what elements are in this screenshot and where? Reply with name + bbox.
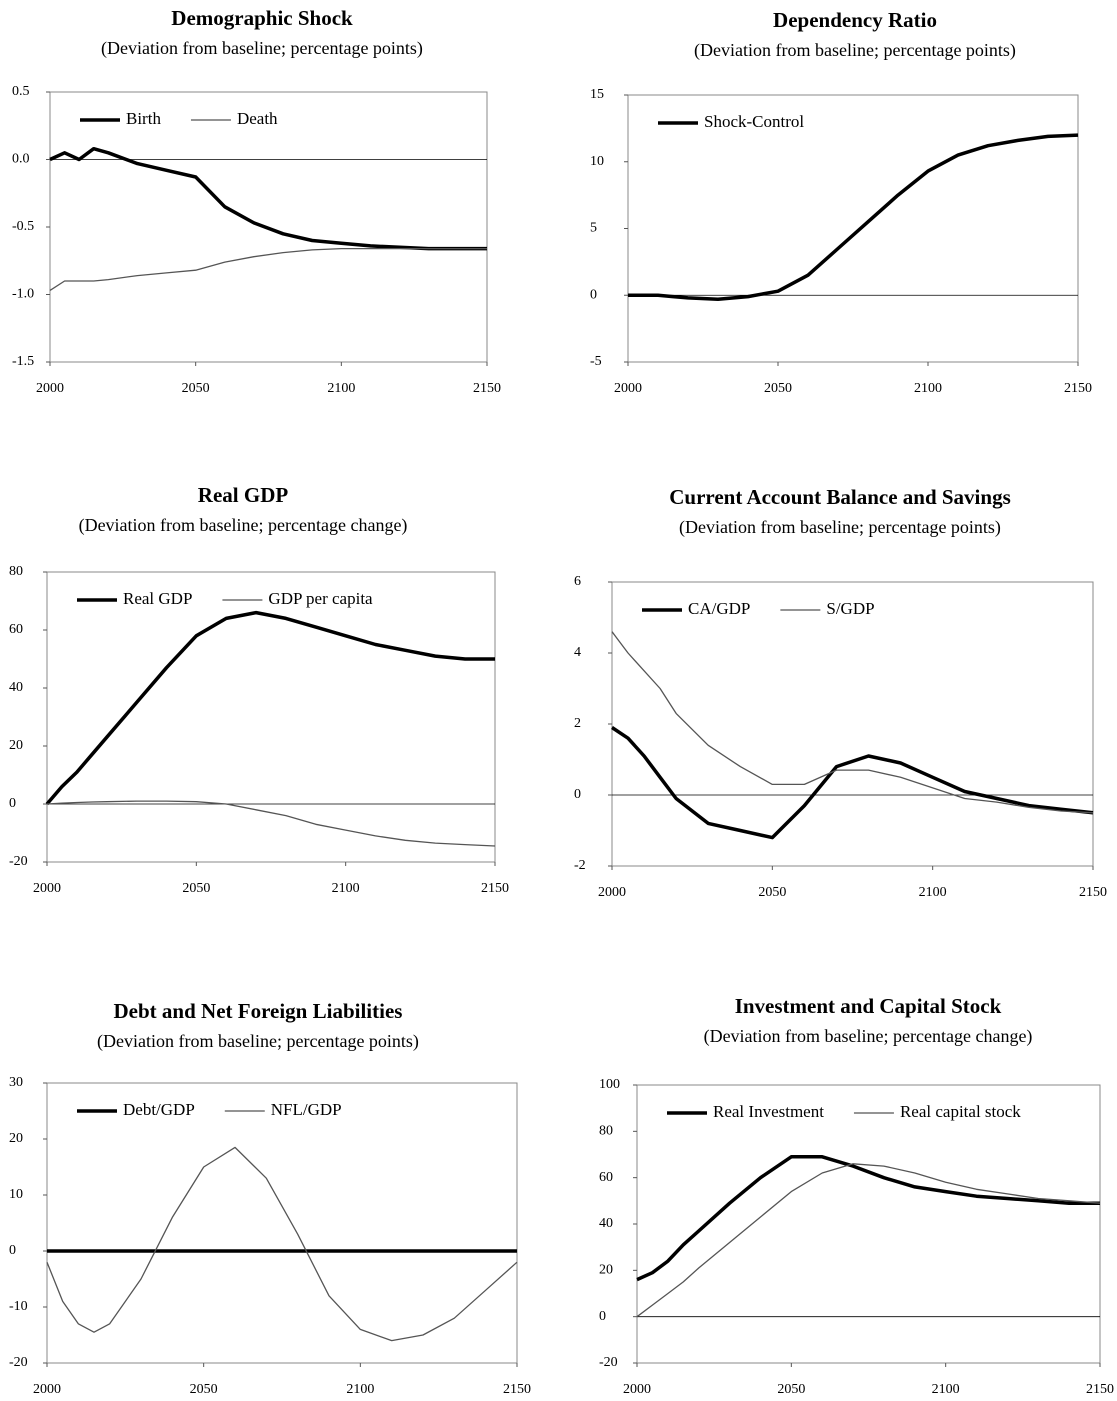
x-tick-label: 2050 <box>777 1382 805 1397</box>
x-tick-label: 2100 <box>932 1382 960 1397</box>
plot-frame <box>46 571 496 863</box>
data-line <box>46 800 496 847</box>
legend-label: CA/GDP <box>688 599 750 618</box>
chart-title: Investment and Capital Stock <box>735 994 1002 1018</box>
y-tick-label: 20 <box>9 738 23 753</box>
y-tick-label: 0 <box>9 796 16 811</box>
plot-frame <box>627 94 1079 363</box>
y-tick-label: 6 <box>574 574 581 589</box>
x-tick-label: 2150 <box>473 381 501 396</box>
y-tick-label: 0.0 <box>12 152 30 167</box>
chart-subtitle: (Deviation from baseline; percentage poi… <box>101 38 423 59</box>
y-tick-label: -20 <box>599 1355 618 1370</box>
x-tick-label: 2150 <box>503 1382 531 1397</box>
y-tick-label: 30 <box>9 1075 23 1090</box>
y-tick-label: 100 <box>599 1077 620 1092</box>
y-tick-label: -0.5 <box>12 219 34 234</box>
x-tick-label: 2050 <box>758 885 786 900</box>
chart-title: Current Account Balance and Savings <box>669 485 1011 509</box>
data-line <box>45 610 495 806</box>
x-tick-label: 2050 <box>182 881 210 896</box>
x-tick-label: 2000 <box>36 381 64 396</box>
y-tick-label: 2 <box>574 716 581 731</box>
x-tick-label: 2050 <box>764 381 792 396</box>
plot-frame <box>46 1082 518 1364</box>
y-tick-label: -20 <box>9 1355 28 1370</box>
legend-label: Birth <box>126 109 161 128</box>
x-tick-label: 2100 <box>919 885 947 900</box>
y-tick-label: -20 <box>9 854 28 869</box>
legend-label: Real GDP <box>123 589 192 608</box>
y-tick-label: -1.5 <box>12 354 34 369</box>
legend-label: Real capital stock <box>900 1102 1021 1121</box>
y-tick-label: -1.0 <box>12 287 34 302</box>
data-line <box>611 631 1094 814</box>
x-tick-label: 2050 <box>182 381 210 396</box>
chart-subtitle: (Deviation from baseline; percentage poi… <box>694 40 1016 61</box>
y-tick-label: 60 <box>599 1170 613 1185</box>
chart-title: Demographic Shock <box>171 6 353 30</box>
legend-label: S/GDP <box>826 599 874 618</box>
x-tick-label: 2100 <box>327 381 355 396</box>
y-tick-label: 80 <box>9 564 23 579</box>
y-tick-label: 40 <box>599 1216 613 1231</box>
chart-subtitle: (Deviation from baseline; percentage poi… <box>97 1031 419 1052</box>
data-line <box>49 247 487 291</box>
chart-subtitle: (Deviation from baseline; percentage cha… <box>704 1026 1033 1047</box>
plot-frame <box>611 581 1094 867</box>
y-tick-label: 0 <box>599 1309 606 1324</box>
y-tick-label: 0 <box>574 787 581 802</box>
x-tick-label: 2150 <box>1079 885 1107 900</box>
x-tick-label: 2000 <box>33 1382 61 1397</box>
data-line <box>46 1146 518 1342</box>
y-tick-label: 4 <box>574 645 581 660</box>
y-tick-label: 80 <box>599 1124 613 1139</box>
legend-label: Death <box>237 109 278 128</box>
y-tick-label: 10 <box>9 1187 23 1202</box>
x-tick-label: 2100 <box>914 381 942 396</box>
y-tick-label: -10 <box>9 1299 28 1314</box>
chart-subtitle: (Deviation from baseline; percentage poi… <box>679 517 1001 538</box>
x-tick-label: 2150 <box>1086 1382 1114 1397</box>
chart-title: Real GDP <box>198 483 289 507</box>
x-tick-label: 2100 <box>332 881 360 896</box>
x-tick-label: 2000 <box>623 1382 651 1397</box>
x-tick-label: 2000 <box>33 881 61 896</box>
data-line <box>611 726 1094 840</box>
data-line <box>49 146 487 251</box>
legend-label: GDP per capita <box>268 589 373 608</box>
data-line <box>628 133 1079 302</box>
y-tick-label: 0 <box>9 1243 16 1258</box>
y-tick-label: 20 <box>599 1263 613 1278</box>
legend-label: Debt/GDP <box>123 1100 195 1119</box>
y-tick-label: 5 <box>590 221 597 236</box>
x-tick-label: 2150 <box>481 881 509 896</box>
data-line <box>636 1163 1101 1318</box>
chart-title: Debt and Net Foreign Liabilities <box>114 999 403 1023</box>
x-tick-label: 2050 <box>190 1382 218 1397</box>
y-tick-label: -2 <box>574 858 586 873</box>
y-tick-label: 15 <box>590 87 604 102</box>
data-line <box>636 1155 1100 1282</box>
x-tick-label: 2000 <box>614 381 642 396</box>
y-tick-label: 0.5 <box>12 84 30 99</box>
y-tick-label: 0 <box>590 287 597 302</box>
y-tick-label: 10 <box>590 154 604 169</box>
x-tick-label: 2150 <box>1064 381 1092 396</box>
chart-subtitle: (Deviation from baseline; percentage cha… <box>79 515 408 536</box>
legend-label: Shock-Control <box>704 112 804 131</box>
x-tick-label: 2100 <box>346 1382 374 1397</box>
x-tick-label: 2000 <box>598 885 626 900</box>
y-tick-label: 40 <box>9 680 23 695</box>
chart-title: Dependency Ratio <box>773 8 937 32</box>
legend-label: Real Investment <box>713 1102 824 1121</box>
y-tick-label: 60 <box>9 622 23 637</box>
y-tick-label: 20 <box>9 1131 23 1146</box>
legend-label: NFL/GDP <box>271 1100 342 1119</box>
y-tick-label: -5 <box>590 354 602 369</box>
